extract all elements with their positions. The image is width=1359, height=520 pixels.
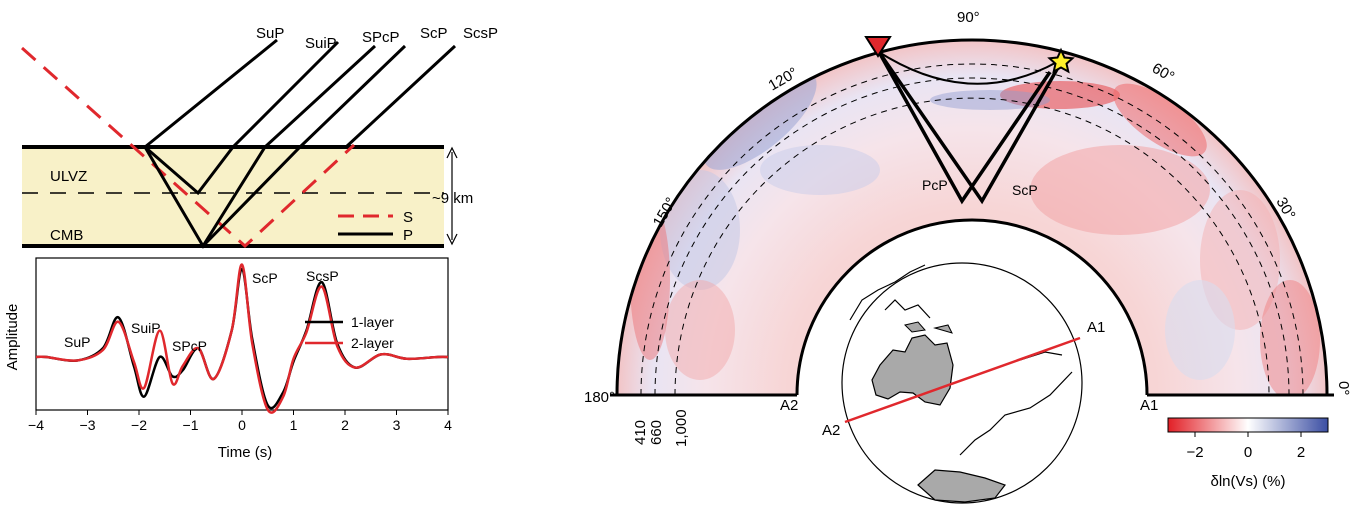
thickness-arrow-down <box>446 233 458 246</box>
spcp-ray <box>143 44 377 249</box>
legend-p-label: P <box>403 227 413 244</box>
antarctica-landmass <box>917 469 1006 503</box>
scp-ray <box>201 44 407 248</box>
depth-label-1000: 1,000 <box>673 409 690 447</box>
mantle-cross-section: PcP ScP 180° 150° 120° 90° 60° 30° 0° 41… <box>584 9 1352 447</box>
x-tick-label: 2 <box>341 417 349 433</box>
angle-label-60: 60° <box>1149 60 1177 86</box>
suip-ray <box>144 40 340 196</box>
depth-label-410: 410 <box>632 420 649 445</box>
phase-label-spcp: SPcP <box>172 338 207 354</box>
ulvz-label: ULVZ <box>50 168 87 185</box>
ulvz-schematic: SuP SuiP SPcP ScP ScsP ULVZ CMB ~9 km S … <box>21 25 498 249</box>
ray-label-scsp: ScsP <box>463 25 498 42</box>
scp-label: ScP <box>1012 182 1038 198</box>
x-axis-label: Time (s) <box>218 444 272 461</box>
islands <box>904 321 953 334</box>
ray-label-scp: ScP <box>420 25 448 42</box>
colorbar: −2 0 2 δln(Vs) (%) <box>1167 417 1329 490</box>
endpoint-label-a1: A1 <box>1140 397 1158 414</box>
angle-label-90: 90° <box>957 9 980 26</box>
legend-s-label: S <box>403 209 413 226</box>
cmb-arc <box>795 218 1149 396</box>
x-tick-label: 0 <box>238 417 246 433</box>
globe-inset: A1 A2 <box>822 262 1105 504</box>
legend-2-layer-label: 2-layer <box>351 335 394 351</box>
source-to-receiver-path <box>878 51 1058 85</box>
thickness-arrow-up <box>446 146 458 159</box>
depth-label-660: 660 <box>648 420 665 445</box>
x-tick-label: 4 <box>444 417 452 433</box>
x-tick-label: −4 <box>28 417 44 433</box>
cmb-label: CMB <box>50 227 83 244</box>
ray-label-suip: SuiP <box>305 35 337 52</box>
angle-label-180: 180° <box>584 389 615 406</box>
phase-label-sup: SuP <box>64 334 90 350</box>
waveform-frame <box>35 257 449 411</box>
ray-label-spcp: SPcP <box>362 29 400 46</box>
depth-1000-arc <box>674 97 1270 396</box>
x-tick-label: −2 <box>131 417 147 433</box>
endpoint-label-a2: A2 <box>780 397 798 414</box>
thickness-label: ~9 km <box>432 190 473 207</box>
legend-1-layer-label: 1-layer <box>351 314 394 330</box>
asia-coast <box>849 264 931 321</box>
profile-line-a1-a2 <box>844 336 1081 424</box>
x-tick-label: −1 <box>183 417 199 433</box>
pcp-ray <box>877 51 1052 205</box>
globe-label-a2: A2 <box>822 422 840 439</box>
colorbar-gradient <box>1167 417 1329 433</box>
ray-label-sup: SuP <box>256 25 284 42</box>
colorbar-tick-label-neg2: −2 <box>1186 444 1203 461</box>
x-tick-label: 3 <box>393 417 401 433</box>
surface-arc <box>615 38 1329 396</box>
colorbar-label: δln(Vs) (%) <box>1210 473 1285 490</box>
depth-660-arc <box>654 77 1290 396</box>
angle-label-0: 0° <box>1335 381 1352 395</box>
pcp-label: PcP <box>922 177 948 193</box>
sup-ray <box>144 38 278 149</box>
x-tick-label: −3 <box>80 417 96 433</box>
colorbar-tick-label-0: 0 <box>1244 444 1252 461</box>
phase-label-scsp: ScsP <box>306 268 339 284</box>
depth-410-arc <box>640 63 1304 396</box>
scp-ray <box>877 51 1062 205</box>
globe <box>841 262 1083 504</box>
earthquake-star-icon <box>1047 47 1075 74</box>
receiver-triangle-icon <box>864 36 892 58</box>
series-2-layer-line <box>35 263 449 414</box>
tomography-anomalies <box>630 70 1320 395</box>
x-ticks: −4 −3 −2 −1 0 1 2 3 4 <box>28 410 452 433</box>
waveform-panel: −4 −3 −2 −1 0 1 2 3 4 Time (s) Amplitude SuP Sui… <box>4 257 452 461</box>
phase-label-suip: SuiP <box>131 320 161 336</box>
globe-label-a1: A1 <box>1087 319 1105 336</box>
scsp-ray <box>344 44 457 149</box>
colorbar-tick-label-2: 2 <box>1297 444 1305 461</box>
y-axis-label: Amplitude <box>4 304 21 371</box>
phase-label-scp: ScP <box>252 270 278 286</box>
s-wave-ray <box>21 46 356 249</box>
australia-landmass <box>871 334 954 406</box>
x-tick-label: 1 <box>290 417 298 433</box>
